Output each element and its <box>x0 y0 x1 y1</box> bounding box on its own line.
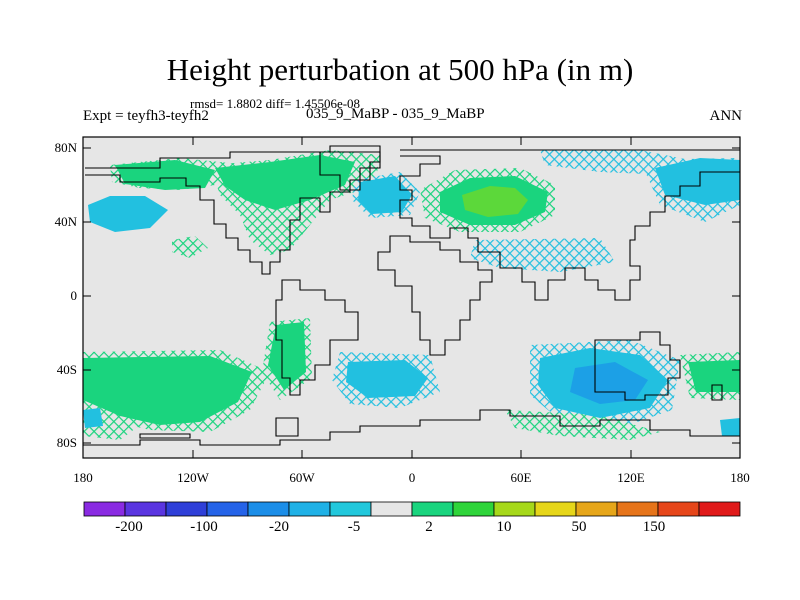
colorbar <box>83 501 741 517</box>
colorbar-swatch <box>616 501 659 517</box>
colorbar-swatch <box>206 501 249 517</box>
ytick-label-40n: 40N <box>54 214 77 229</box>
hatch-region-asia-mid <box>470 238 615 272</box>
xtick-label-120e: 120E <box>617 470 645 485</box>
colorbar-label-m20: -20 <box>269 519 289 535</box>
colorbar-swatch <box>83 501 126 517</box>
hatch-region-antarctic-east <box>505 410 660 440</box>
fill-blue-s-indian <box>570 362 648 404</box>
axis-ticks <box>82 137 741 458</box>
coast-ross-shelf <box>139 433 191 439</box>
fill-cyan-atlantic <box>358 176 412 214</box>
season-label: ANN <box>709 108 743 124</box>
colorbar-swatch <box>124 501 167 517</box>
coast-greenland <box>319 151 381 191</box>
colorbar-label-150: 150 <box>642 519 666 535</box>
xtick-label-60e: 60E <box>510 470 532 485</box>
stats-text: rmsd= 1.8802 diff= 1.45506e-08 <box>190 96 361 111</box>
fill-cyan-siberia <box>655 158 740 205</box>
colorbar-label-m100: -100 <box>190 519 218 535</box>
colorbar-label-m200: -200 <box>115 519 143 535</box>
colorbar-label-10: 10 <box>496 519 512 535</box>
colorbar-swatch <box>165 501 208 517</box>
fill-green-s-pacific <box>83 356 252 425</box>
experiment-label: Expt = teyfh3-teyfh2 <box>83 108 209 124</box>
coast-australia <box>594 331 681 401</box>
fill-bright-green-europe <box>462 186 528 217</box>
coast-antarctica <box>83 409 740 446</box>
colorbar-swatch <box>657 501 700 517</box>
fill-green-s-pacific-east <box>688 360 740 392</box>
coast-eurasia <box>399 149 740 301</box>
colorbar-swatch <box>247 501 290 517</box>
colorbar-label-2: 2 <box>425 519 433 535</box>
xtick-label-60w: 60W <box>289 470 315 485</box>
colorbar-swatch <box>493 501 536 517</box>
colorbar-swatch <box>575 501 618 517</box>
fill-cyan-n-pacific <box>88 196 168 232</box>
coast-africa <box>377 235 493 356</box>
fill-green-s-america <box>268 322 306 390</box>
fill-cyan-s-atlantic <box>346 360 428 398</box>
coast-nz <box>711 384 723 401</box>
hatch-region-alaska-patch <box>172 236 208 258</box>
xtick-label-180e: 180 <box>730 470 750 485</box>
xtick-label-0: 0 <box>408 470 416 485</box>
colorbar-swatch <box>698 501 741 517</box>
fill-cyan-antarctic-east <box>720 418 740 436</box>
xtick-label-120w: 120W <box>177 470 209 485</box>
ytick-label-40s: 40S <box>56 362 77 377</box>
coast-antarctic-peninsula <box>275 417 299 437</box>
ytick-label-80s: 80S <box>56 435 77 450</box>
coastlines <box>83 145 740 446</box>
colorbar-swatch <box>411 501 454 517</box>
plot-title: Height perturbation at 500 hPa (in m) <box>166 52 634 87</box>
coast-s-america <box>275 279 359 396</box>
colorbar-label-50: 50 <box>571 519 587 535</box>
ytick-label-80n: 80N <box>54 140 77 155</box>
coast-n-america <box>85 145 381 275</box>
case-label: 035_9_MaBP - 035_9_MaBP <box>306 106 485 122</box>
colorbar-swatch <box>534 501 577 517</box>
colorbar-label-m5: -5 <box>347 519 361 535</box>
ytick-label-0: 0 <box>70 288 78 303</box>
colorbar-swatch <box>288 501 331 517</box>
colorbar-swatch <box>452 501 495 517</box>
colorbar-swatch <box>370 501 413 517</box>
xtick-label-180w: 180 <box>73 470 93 485</box>
colorbar-swatch <box>329 501 372 517</box>
fill-cyan-antarctic-west <box>83 408 103 428</box>
